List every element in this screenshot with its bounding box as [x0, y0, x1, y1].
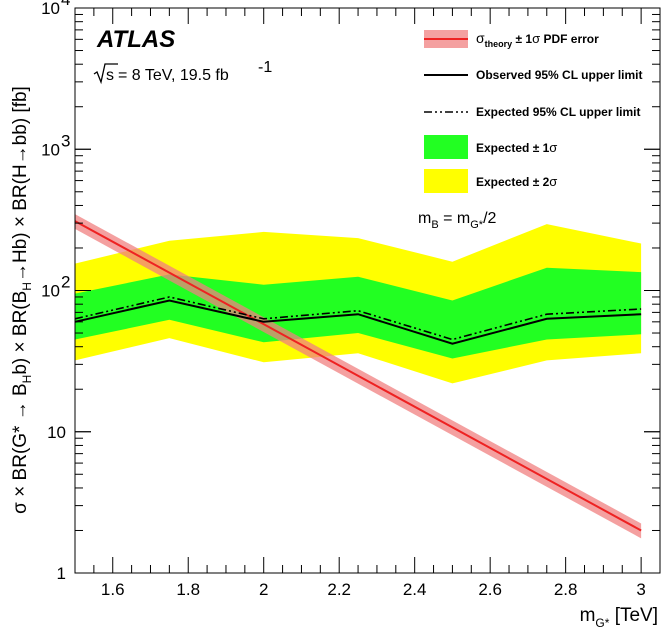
- legend-observed: Observed 95% CL upper limit: [424, 68, 643, 82]
- x-axis-title: mG* [TeV]: [580, 605, 658, 630]
- limit-lines: [74, 296, 642, 345]
- legend-expected-label: Expected 95% CL upper limit: [476, 105, 641, 119]
- tick-labels: 1.61.822.22.42.62.83110102103104: [41, 0, 646, 599]
- energy-lumi-text: = 8 TeV, 19.5 fb: [118, 67, 229, 84]
- legend-band1-label: Expected ± 1σ: [476, 140, 557, 155]
- legend-observed-label: Observed 95% CL upper limit: [476, 68, 643, 82]
- expected-bands: [75, 224, 642, 384]
- y-tick-exponent: 3: [61, 131, 70, 150]
- y-tick-label: 10: [41, 0, 60, 18]
- y-tick-label: 10: [41, 282, 60, 301]
- x-tick-label: 1.8: [176, 580, 200, 599]
- x-tick-label: 2.6: [478, 580, 502, 599]
- y-tick-exponent: 4: [61, 0, 70, 9]
- legend-band2: Expected ± 2σ: [424, 169, 557, 193]
- y-axis-title-group: σ × BR(G* → BHb) × BR(BH→Hb) × BR(H→bb) …: [10, 86, 34, 514]
- sqrt-s-text: s: [106, 67, 114, 84]
- x-tick-label: 3: [636, 580, 645, 599]
- mass-relation-label: mB = mG*/2: [418, 210, 497, 231]
- legend-band2-swatch: [424, 169, 468, 193]
- sqrt-sign: [93, 63, 118, 85]
- theory-curve-group: [74, 214, 642, 539]
- y-tick-label: 10: [47, 423, 66, 442]
- lumi-exponent: -1: [258, 59, 272, 76]
- theory-line: [74, 220, 642, 532]
- legend-band1: Expected ± 1σ: [424, 135, 557, 159]
- y-tick-label: 10: [41, 140, 60, 159]
- experiment-label: ATLAS: [96, 26, 175, 53]
- y-tick-exponent: 2: [61, 273, 70, 292]
- y-tick-label: 1: [57, 564, 66, 583]
- observed-limit-line: [74, 299, 642, 345]
- y-axis-title: σ × BR(G* → BHb) × BR(BH→Hb) × BR(H→bb) …: [10, 86, 34, 514]
- axis-ticks: [74, 7, 660, 574]
- legend: σtheory ± 1σ PDF error Observed 95% CL u…: [424, 30, 643, 193]
- x-tick-label: 2.4: [403, 580, 427, 599]
- legend-theory-label: σtheory ± 1σ PDF error: [476, 30, 599, 49]
- x-tick-label: 2.2: [327, 580, 351, 599]
- legend-band1-swatch: [424, 135, 468, 159]
- x-tick-label: 1.6: [101, 580, 125, 599]
- x-tick-label: 2.8: [554, 580, 578, 599]
- x-tick-label: 2: [259, 580, 268, 599]
- legend-theory: σtheory ± 1σ PDF error: [424, 30, 599, 49]
- legend-band2-label: Expected ± 2σ: [476, 174, 557, 189]
- energy-lumi-label: s = 8 TeV, 19.5 fb -1: [93, 59, 272, 85]
- expected-limit-line: [74, 296, 642, 341]
- legend-expected: Expected 95% CL upper limit: [424, 105, 641, 119]
- band-1sigma: [75, 267, 642, 359]
